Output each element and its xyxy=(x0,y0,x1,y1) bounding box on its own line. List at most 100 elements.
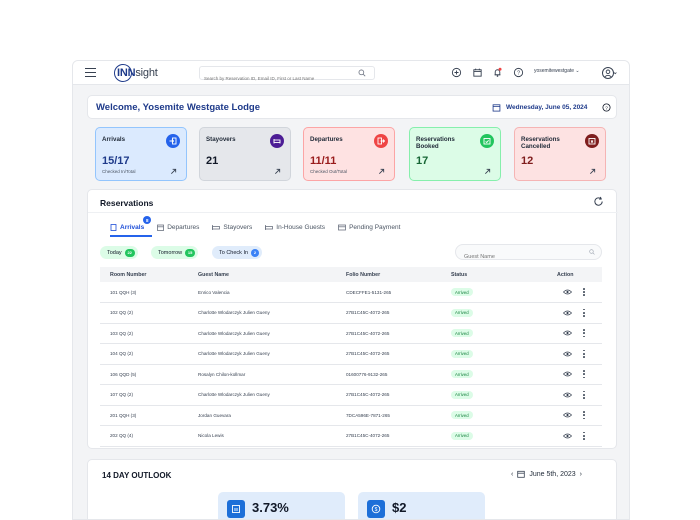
table-row[interactable]: 107 QQ (2) Charlotte Wlodarczyk Julien Gu… xyxy=(100,385,602,405)
table-row[interactable]: 201 QQH (3) Jordan Guevara 7DCA596E-7871-2… xyxy=(100,405,602,426)
reservations-title: Reservations xyxy=(100,198,154,208)
room-number: 103 QQ (2) xyxy=(110,330,133,336)
departures-card[interactable]: Departures 11/11 Checked Out/Total xyxy=(303,127,395,181)
arrow-up-right-icon[interactable] xyxy=(589,168,596,175)
tab-arrivals[interactable]: Arrivals 8 xyxy=(110,216,152,234)
document-icon xyxy=(110,223,117,231)
status-badge: Arrived xyxy=(451,390,473,399)
column-header[interactable]: Guest Name xyxy=(198,271,229,278)
folio-number: 27B1C45C-4072-265 xyxy=(346,433,390,439)
chip-tomorrow[interactable]: Tomorrow 15 xyxy=(151,246,199,259)
reservations-booked-card[interactable]: Reservations Booked 17 xyxy=(409,127,501,181)
active-tab-indicator xyxy=(110,235,152,237)
chip-count: 22 xyxy=(124,248,135,257)
more-options-icon[interactable] xyxy=(583,329,585,338)
table-row[interactable]: 103 QQ (2) Charlotte Wlodarczyk Julien Gu… xyxy=(100,323,602,344)
welcome-title: Welcome, Yosemite Westgate Lodge xyxy=(96,102,261,113)
chevron-left-icon[interactable]: ‹ xyxy=(511,470,514,478)
arrow-up-right-icon[interactable] xyxy=(170,168,177,175)
view-eye-icon[interactable] xyxy=(563,371,572,377)
table-row[interactable]: 202 QQ (4) Nicola Lewis 27B1C45C-4072-265 A… xyxy=(100,426,602,446)
column-header[interactable]: Status xyxy=(451,271,468,278)
room-number: 107 QQ (2) xyxy=(110,392,133,398)
chip-count: 15 xyxy=(185,248,196,257)
outlook-date[interactable]: June 5th, 2023 xyxy=(529,470,576,478)
more-options-icon[interactable] xyxy=(583,349,585,358)
arrow-up-right-icon[interactable] xyxy=(378,168,385,175)
reservations-table: Room Number Guest Name Folio Number Stat… xyxy=(100,267,602,447)
status-badge: Arrived xyxy=(451,431,473,440)
card-title: Stayovers xyxy=(206,136,236,143)
calendar-icon[interactable] xyxy=(472,67,483,78)
add-circle-icon[interactable] xyxy=(451,67,462,78)
room-number: 102 QQ (2) xyxy=(110,310,133,316)
view-eye-icon[interactable] xyxy=(563,330,572,336)
card-subtitle: Checked Out/Total xyxy=(310,169,348,174)
column-header[interactable]: Folio Number xyxy=(346,271,381,278)
status-badge: Arrived xyxy=(451,411,473,420)
outlook-date-nav: ‹ June 5th, 2023 › xyxy=(511,470,582,478)
user-menu[interactable]: yosemitewestgate ⌄ xyxy=(534,68,580,74)
column-header[interactable]: Room Number xyxy=(110,271,147,278)
action-cell xyxy=(543,344,602,365)
user-avatar-icon[interactable] xyxy=(601,65,617,81)
more-options-icon[interactable] xyxy=(583,431,585,440)
dollar-icon: $ xyxy=(367,500,385,518)
tab-label: Arrivals xyxy=(120,223,145,231)
help-icon[interactable]: ? xyxy=(513,67,524,78)
guest-name-input[interactable] xyxy=(456,250,576,264)
status-cell: Arrived xyxy=(441,282,543,303)
more-options-icon[interactable] xyxy=(583,370,585,379)
view-eye-icon[interactable] xyxy=(563,392,572,398)
stayovers-card[interactable]: Stayovers 21 xyxy=(199,127,291,181)
tab-departures[interactable]: Departures xyxy=(157,220,199,234)
action-cell xyxy=(543,282,602,303)
tab-stayovers[interactable]: Stayovers xyxy=(212,220,252,234)
arrivals-card[interactable]: Arrivals 15/17 Checked In/Total xyxy=(95,127,187,181)
guest-search xyxy=(455,244,602,264)
table-row[interactable]: 102 QQ (2) Charlotte Wlodarczyk Julien Gu… xyxy=(100,303,602,323)
occupancy-icon xyxy=(227,500,245,518)
folio-number: 27B1C45C-4072-265 xyxy=(346,310,390,316)
room-number: 201 QQH (3) xyxy=(110,412,137,418)
reservation-tabs: Arrivals 8 Departures Stayovers In-House… xyxy=(110,216,413,234)
room-number: 106 QQD (5) xyxy=(110,371,137,377)
table-row[interactable]: 101 QQH (3) Enrico Valencia CDECFFE1-5131-… xyxy=(100,282,602,303)
tab-pending-payment[interactable]: Pending Payment xyxy=(338,220,400,234)
menu-icon[interactable] xyxy=(85,68,96,77)
arrow-up-right-icon[interactable] xyxy=(274,168,281,175)
help-icon[interactable]: ? xyxy=(602,103,611,112)
credit-card-icon xyxy=(338,224,346,230)
chip-to-check-in[interactable]: To Check In 2 xyxy=(212,246,263,259)
view-eye-icon[interactable] xyxy=(563,433,572,439)
tab-label: Pending Payment xyxy=(349,223,401,231)
logo[interactable]: INNsight xyxy=(114,64,158,82)
more-options-icon[interactable] xyxy=(583,390,585,399)
table-row[interactable]: 104 QQ (2) Charlotte Wlodarczyk Julien Gu… xyxy=(100,344,602,365)
view-eye-icon[interactable] xyxy=(563,351,572,357)
table-row[interactable]: 106 QQD (5) Rosalyn Chilon-kollmar 0160077… xyxy=(100,364,602,385)
search-icon[interactable] xyxy=(358,69,366,77)
calendar-icon xyxy=(492,104,501,112)
view-eye-icon[interactable] xyxy=(563,310,572,316)
departures-icon xyxy=(374,134,388,148)
action-cell xyxy=(543,405,602,426)
chip-today[interactable]: Today 22 xyxy=(100,246,138,259)
outlook-panel: 14 DAY OUTLOOK ‹ June 5th, 2023 › 3.73% … xyxy=(87,459,617,519)
guest-name: Charlotte Wlodarczyk Julien Gueny xyxy=(198,351,270,357)
more-options-icon[interactable] xyxy=(583,411,585,420)
more-options-icon[interactable] xyxy=(583,308,585,317)
search-icon[interactable] xyxy=(589,249,595,255)
more-options-icon[interactable] xyxy=(583,288,585,296)
notification-bell-icon[interactable] xyxy=(492,67,503,78)
divider xyxy=(88,212,618,213)
global-search-input[interactable] xyxy=(200,72,350,85)
arrow-up-right-icon[interactable] xyxy=(484,168,491,175)
calendar-x-icon xyxy=(585,134,599,148)
chevron-right-icon[interactable]: › xyxy=(579,470,583,478)
view-eye-icon[interactable] xyxy=(563,289,572,295)
refresh-icon[interactable] xyxy=(593,196,604,207)
reservations-cancelled-card[interactable]: Reservations Cancelled 12 xyxy=(514,127,606,181)
tab-in-house-guests[interactable]: In-House Guests xyxy=(265,220,325,234)
view-eye-icon[interactable] xyxy=(563,412,572,418)
